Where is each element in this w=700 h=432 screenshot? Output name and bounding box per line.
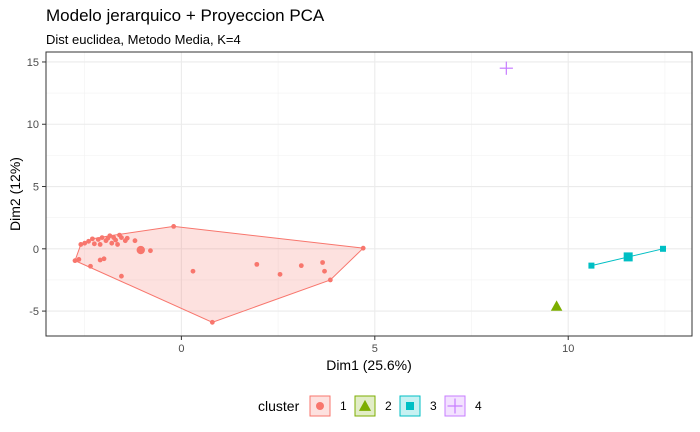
x-tick-label: 0 xyxy=(178,343,184,355)
legend-item-1: 1 xyxy=(309,395,347,417)
cluster-3-point xyxy=(588,262,595,269)
cluster-1-point xyxy=(107,233,113,239)
cluster-1-point xyxy=(360,245,366,251)
cluster-1-point xyxy=(320,260,325,265)
cluster-1-point xyxy=(101,256,107,262)
chart-title: Modelo jerarquico + Proyeccion PCA xyxy=(46,6,325,25)
cluster-1-point xyxy=(322,268,327,274)
cluster-3-centroid xyxy=(623,252,633,262)
cluster-2-point xyxy=(550,300,563,311)
cluster-4-point xyxy=(499,61,513,75)
y-tick-label: -5 xyxy=(29,306,39,318)
x-tick-label: 10 xyxy=(562,343,574,355)
cluster-1-point xyxy=(95,237,101,242)
cluster-1-point xyxy=(298,263,304,269)
legend-symbol-1 xyxy=(316,402,324,410)
legend-title: cluster xyxy=(258,398,300,414)
cluster-3-point xyxy=(659,245,666,252)
legend-item-4: 4 xyxy=(444,395,482,417)
y-tick-label: 10 xyxy=(27,119,39,131)
chart-subtitle: Dist euclidea, Metodo Media, K=4 xyxy=(46,32,241,47)
legend-label-4: 4 xyxy=(475,399,482,413)
x-axis-title: Dim1 (25.6%) xyxy=(326,357,412,373)
cluster-1-point xyxy=(190,268,196,274)
y-tick-label: 0 xyxy=(33,244,39,256)
y-tick-label: 5 xyxy=(33,182,39,194)
x-tick-label: 5 xyxy=(372,343,378,355)
cluster-1-point xyxy=(86,238,91,244)
legend-item-2: 2 xyxy=(354,395,392,417)
legend-symbol-2 xyxy=(358,399,372,411)
cluster-1-point xyxy=(113,237,119,243)
cluster-1-point xyxy=(119,235,124,240)
legend: cluster 1 2 3 4 xyxy=(258,395,482,417)
legend-symbol-4 xyxy=(447,398,463,414)
cluster-1-point xyxy=(109,240,115,246)
cluster-1-point xyxy=(97,242,103,247)
cluster-1-point xyxy=(119,273,124,279)
cluster-1-point xyxy=(132,238,138,244)
y-tick-label: 15 xyxy=(27,57,39,69)
grid-layer xyxy=(46,52,692,336)
cluster-1-point xyxy=(209,319,215,325)
cluster-1-centroid xyxy=(136,245,145,255)
y-axis-title: Dim2 (12%) xyxy=(7,157,23,231)
cluster-1-point xyxy=(254,261,260,267)
cluster-1-point xyxy=(99,235,105,240)
legend-label-3: 3 xyxy=(430,399,437,413)
point-layer xyxy=(72,61,666,325)
cluster-1-point xyxy=(91,241,97,247)
cluster-1-point xyxy=(76,256,82,262)
cluster-1-point xyxy=(171,223,177,229)
cluster-1-point xyxy=(72,258,78,264)
legend-label-1: 1 xyxy=(340,399,347,413)
cluster-1-point xyxy=(115,242,120,247)
cluster-1-point xyxy=(97,257,103,263)
plot-panel-border xyxy=(45,51,693,337)
plot-panel xyxy=(46,52,692,336)
cluster-1-point xyxy=(124,235,130,241)
legend-item-3: 3 xyxy=(399,395,437,417)
cluster-1-point xyxy=(277,271,283,277)
legend-symbol-3 xyxy=(406,402,414,410)
cluster-1-point xyxy=(148,248,153,254)
axis-layer: 0 5 10 -5 0 5 10 15 xyxy=(27,57,575,355)
cluster-1-point xyxy=(88,263,93,269)
cluster-1-point xyxy=(327,277,333,283)
cluster-1-point xyxy=(82,240,88,246)
cluster-1-point xyxy=(90,236,95,242)
legend-label-2: 2 xyxy=(385,399,392,413)
cluster-1-point xyxy=(78,242,84,247)
